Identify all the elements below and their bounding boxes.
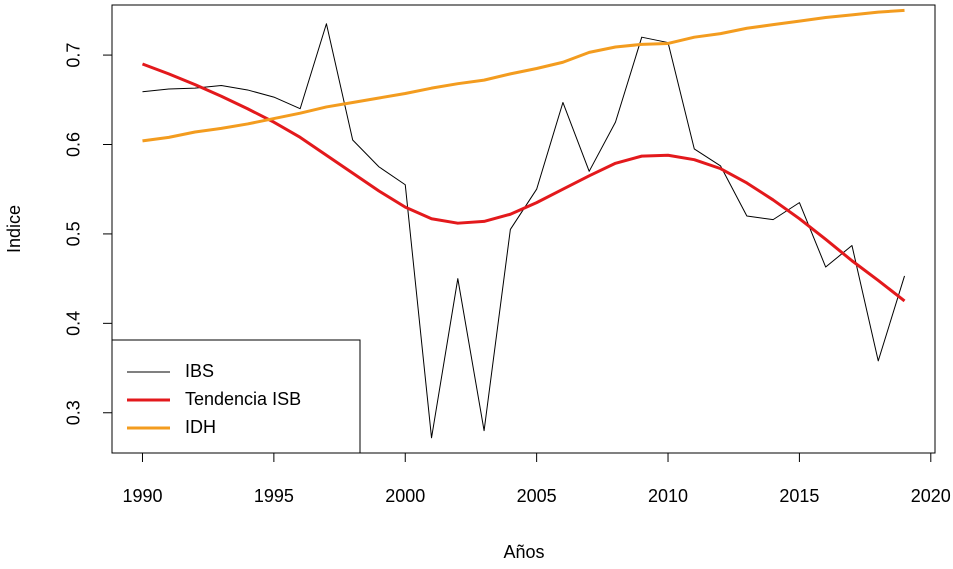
legend-label: IDH xyxy=(185,417,216,437)
y-tick-label: 0.4 xyxy=(64,311,84,336)
legend-label: Tendencia ISB xyxy=(185,389,301,409)
x-tick-label: 2010 xyxy=(648,486,688,506)
series-line xyxy=(141,62,906,303)
series-line xyxy=(142,8,905,143)
y-tick-label: 0.3 xyxy=(64,400,84,425)
x-tick-label: 1990 xyxy=(122,486,162,506)
x-tick-label: 1995 xyxy=(254,486,294,506)
legend: IBS Tendencia ISB IDH xyxy=(111,339,361,454)
y-axis-label: Indice xyxy=(4,205,24,253)
plot-box xyxy=(111,4,936,454)
y-tick-label: 0.5 xyxy=(64,221,84,246)
y-tick-label: 0.6 xyxy=(64,132,84,157)
x-tick-label: 2015 xyxy=(779,486,819,506)
x-tick-label: 2000 xyxy=(385,486,425,506)
x-tick-label: 2020 xyxy=(911,486,951,506)
x-tick-label: 2005 xyxy=(517,486,557,506)
legend-box xyxy=(111,339,361,454)
y-tick-label: 0.7 xyxy=(64,43,84,68)
x-axis-label: Años xyxy=(503,542,544,562)
legend-label: IBS xyxy=(185,361,214,381)
